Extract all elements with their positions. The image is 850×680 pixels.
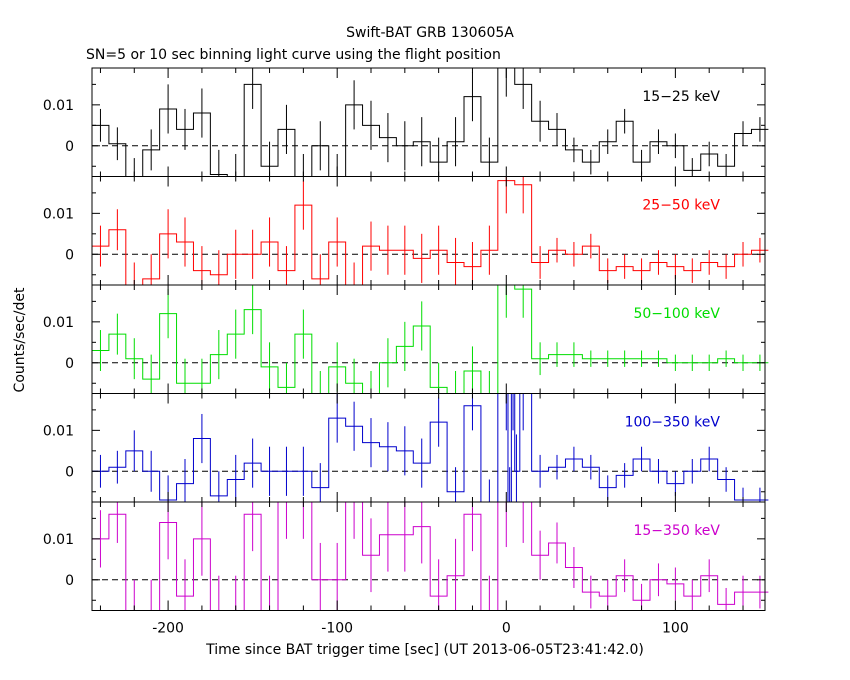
band-label: 15−350 keV [633, 523, 720, 539]
panel-3: 0 0.01 50−100 keV [43, 284, 769, 394]
y-tick-label: 0 [65, 247, 74, 263]
panel-2: 0 0.01 25−50 keV [43, 176, 769, 286]
band-label: 50−100 keV [633, 306, 720, 322]
light-curve-step [92, 284, 769, 394]
light-curve-step [92, 501, 769, 611]
band-label: 15−25 keV [642, 89, 720, 105]
y-tick-label: 0.01 [43, 98, 74, 114]
x-axis-label: Time since BAT trigger time [sec] (UT 20… [205, 642, 644, 658]
y-tick-label: 0 [65, 139, 74, 155]
panel-1: 0 0.01 15−25 keV [43, 67, 769, 177]
x-tick-label: 100 [662, 621, 689, 637]
y-tick-label: 0 [65, 573, 74, 589]
light-curve-step [92, 393, 769, 503]
y-tick-label: 0.01 [43, 315, 74, 331]
y-tick-label: 0.01 [43, 206, 74, 222]
band-label: 25−50 keV [642, 198, 720, 214]
y-axis-label: Counts/sec/det [12, 287, 28, 392]
panel-frame [91, 501, 766, 611]
panel-frame [91, 67, 766, 177]
y-tick-label: 0 [65, 356, 74, 372]
band-label: 100−350 keV [625, 415, 721, 431]
panel-frame [91, 284, 766, 394]
panel-frame [91, 176, 766, 286]
chart-subtitle: SN=5 or 10 sec binning light curve using… [86, 47, 501, 63]
x-tick-label: -200 [152, 621, 184, 637]
panel-4: 0 0.01 100−350 keV [43, 393, 769, 503]
chart-title: Swift-BAT GRB 130605A [346, 25, 514, 41]
y-tick-label: 0 [65, 464, 74, 480]
panels-group: 0 0.01 15−25 keV 0 0.01 25−50 keV 0 0.01 50−100 … [43, 67, 769, 637]
y-tick-label: 0.01 [43, 532, 74, 548]
light-curve-step [92, 67, 769, 177]
y-tick-label: 0.01 [43, 423, 74, 439]
light-curve-step [92, 180, 769, 286]
x-tick-label: 0 [502, 621, 511, 637]
panel-frame [91, 393, 766, 503]
x-tick-label: -100 [321, 621, 353, 637]
panel-5: 0 0.01 15−350 keV [43, 501, 769, 611]
